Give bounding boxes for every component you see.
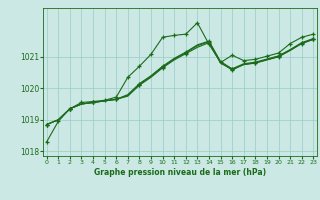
X-axis label: Graphe pression niveau de la mer (hPa): Graphe pression niveau de la mer (hPa): [94, 168, 266, 177]
